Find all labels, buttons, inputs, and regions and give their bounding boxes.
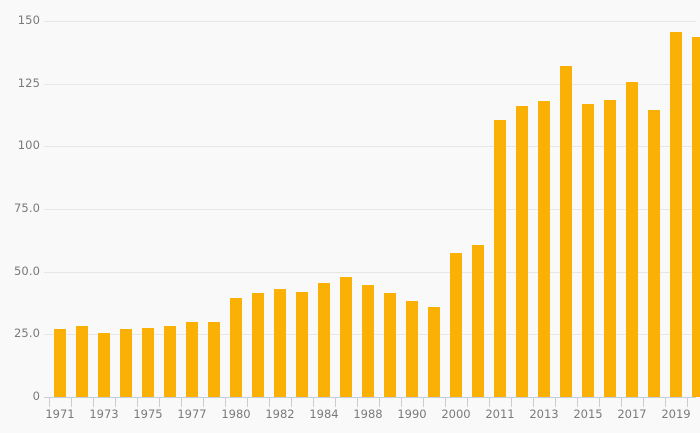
- y-axis-tick-label: 150: [17, 13, 40, 27]
- bar[interactable]: [604, 99, 616, 397]
- bar[interactable]: [274, 289, 286, 397]
- x-axis-tick-mark: [687, 398, 688, 407]
- bar[interactable]: [494, 120, 506, 397]
- x-axis-tick-mark: [643, 398, 644, 407]
- bar[interactable]: [648, 110, 660, 397]
- gridline: [44, 83, 696, 85]
- x-axis-tick-mark: [181, 398, 182, 407]
- bars-layer: [44, 21, 700, 397]
- bar[interactable]: [208, 321, 220, 397]
- bar[interactable]: [76, 325, 88, 397]
- x-axis-tick-mark: [511, 398, 512, 407]
- bar[interactable]: [626, 82, 638, 397]
- bar[interactable]: [406, 300, 418, 397]
- bar[interactable]: [120, 329, 132, 397]
- x-axis-tick-mark: [423, 398, 424, 407]
- y-axis-tick-labels: 150 125 100 75.0 50.0 25.0 0: [0, 14, 40, 401]
- bar[interactable]: [340, 276, 352, 397]
- bar[interactable]: [318, 282, 330, 397]
- x-axis-tick-mark: [203, 398, 204, 407]
- x-axis-tick-label: 1984: [309, 407, 339, 421]
- x-axis-line: [44, 397, 696, 398]
- y-axis-tick-label: 50.0: [13, 263, 40, 278]
- y-axis-tick-label: 0: [32, 389, 40, 403]
- y-axis-tick-label: 125: [17, 75, 40, 90]
- bar[interactable]: [538, 101, 550, 397]
- bar[interactable]: [252, 292, 264, 397]
- x-axis-tick-mark: [115, 398, 116, 407]
- y-axis-tick-label: 25.0: [13, 326, 40, 341]
- x-axis-tick-mark: [269, 398, 270, 407]
- x-axis-tick-label: 1980: [221, 407, 251, 421]
- x-axis-tick-mark: [225, 398, 226, 407]
- x-axis-tick-label: 2013: [529, 407, 559, 421]
- bar[interactable]: [230, 298, 242, 397]
- y-axis-tick-label: 100: [17, 138, 40, 153]
- x-axis-tick-mark: [533, 398, 534, 407]
- x-axis-tick-mark: [247, 398, 248, 407]
- bar[interactable]: [428, 306, 440, 397]
- x-axis-tick-mark: [489, 398, 490, 407]
- bar[interactable]: [362, 285, 374, 397]
- x-axis-tick-label: 1973: [89, 407, 119, 421]
- x-axis-tick-mark: [335, 398, 336, 407]
- gridline: [44, 271, 696, 273]
- x-axis-tick-mark: [313, 398, 314, 407]
- x-axis-tick-mark: [49, 398, 50, 407]
- x-axis-tick-label: 2019: [661, 407, 691, 421]
- x-axis-tick-mark: [291, 398, 292, 407]
- plot-area: [44, 21, 700, 398]
- x-axis-tick-label: 1977: [177, 407, 207, 421]
- x-axis-tick-mark: [159, 398, 160, 407]
- x-axis-tick-label: 2011: [485, 407, 515, 421]
- x-axis-tick-mark: [401, 398, 402, 407]
- bar[interactable]: [296, 291, 308, 397]
- bar[interactable]: [384, 292, 396, 397]
- gridline: [44, 209, 696, 210]
- x-axis-tick-mark: [467, 398, 468, 407]
- x-axis-tick-mark: [137, 398, 138, 407]
- y-axis-tick-label: 75.0: [13, 201, 40, 215]
- bar[interactable]: [472, 245, 484, 397]
- x-axis-tick-label: 1982: [265, 407, 295, 421]
- x-axis-tick-mark: [93, 398, 94, 407]
- bar[interactable]: [164, 325, 176, 397]
- x-axis-tick-mark: [71, 398, 72, 407]
- x-axis-tick-label: 2017: [617, 407, 647, 421]
- bar[interactable]: [582, 103, 594, 397]
- bar[interactable]: [516, 106, 528, 397]
- bar[interactable]: [98, 333, 110, 397]
- bar[interactable]: [450, 252, 462, 397]
- bar[interactable]: [560, 66, 572, 397]
- bar[interactable]: [692, 37, 700, 397]
- x-axis-tick-mark: [379, 398, 380, 407]
- x-axis-tick-mark: [577, 398, 578, 407]
- x-axis-tick-label: 1975: [133, 407, 163, 421]
- x-axis-tick-label: 2015: [573, 407, 603, 421]
- x-axis-tick-mark: [357, 398, 358, 407]
- x-axis-tick-mark: [599, 398, 600, 407]
- x-axis-tick-mark: [665, 398, 666, 407]
- x-axis-tick-mark: [555, 398, 556, 407]
- gridline: [44, 21, 696, 22]
- bar[interactable]: [54, 329, 66, 397]
- x-axis-tick-mark: [621, 398, 622, 407]
- bar[interactable]: [142, 328, 154, 397]
- x-axis-tick-label: 2000: [441, 407, 471, 421]
- x-axis-tick-mark: [445, 398, 446, 407]
- gridline: [44, 146, 696, 148]
- bar[interactable]: [670, 32, 682, 397]
- x-axis-tick-label: 1988: [353, 407, 383, 421]
- x-axis-tick-label: 1990: [397, 407, 427, 421]
- x-axis-tick-label: 1971: [45, 407, 75, 421]
- bar[interactable]: [186, 321, 198, 397]
